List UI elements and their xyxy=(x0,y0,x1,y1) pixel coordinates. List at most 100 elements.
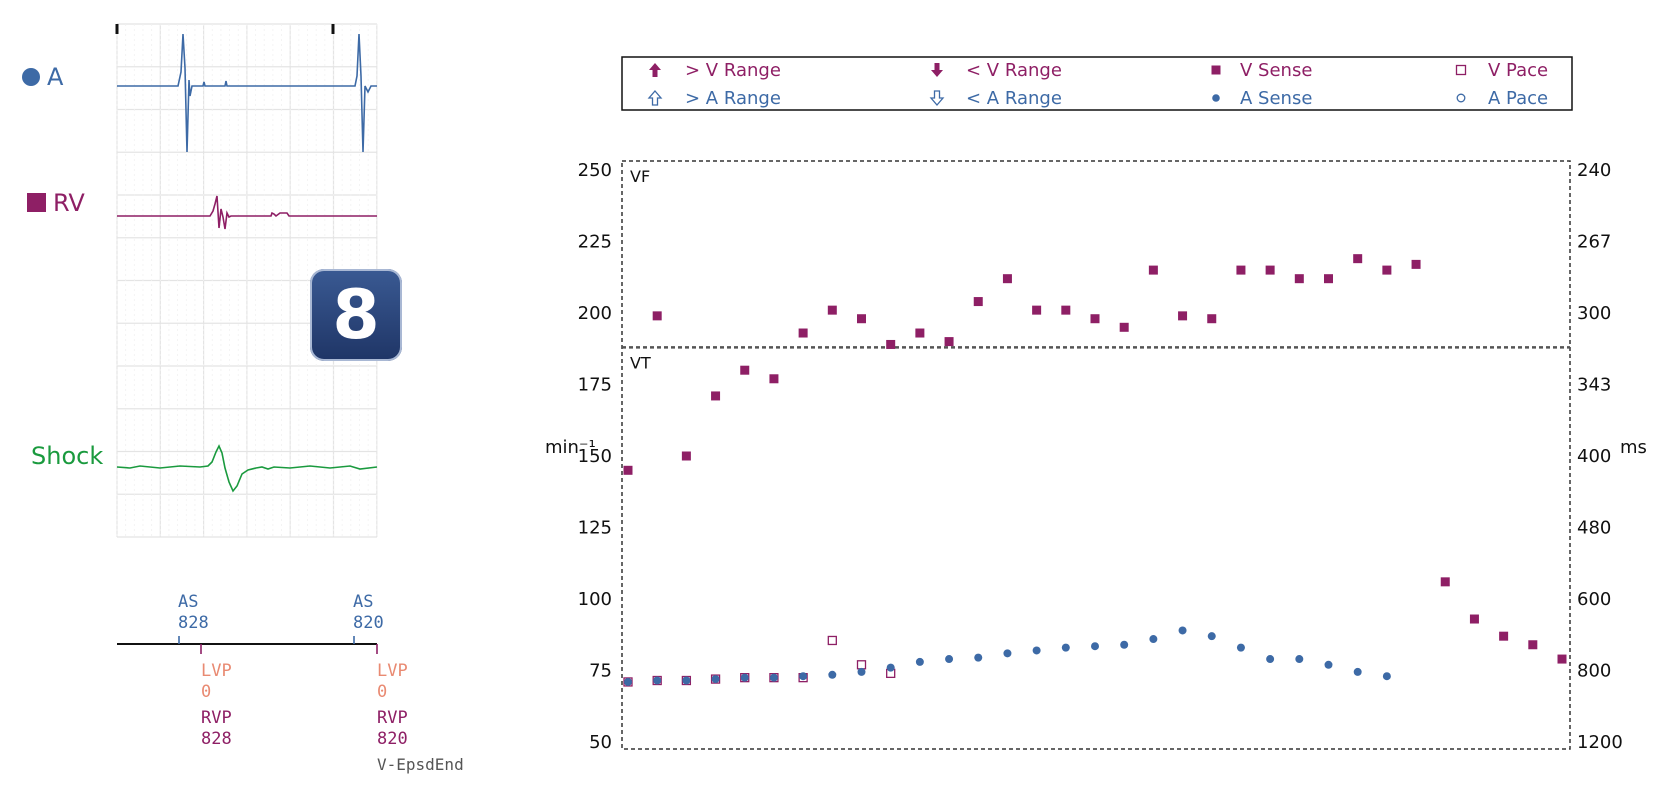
v-sense-point xyxy=(1061,305,1071,315)
v-sense-point xyxy=(1557,654,1567,664)
v-sense-point xyxy=(681,451,691,461)
circle-open-icon xyxy=(1456,93,1466,103)
rate-chart: VF VT 50 75 100 125 150 175 200 225 250 1200 800 60… xyxy=(545,160,1647,753)
v-sense-point xyxy=(798,328,808,338)
v-sense-point xyxy=(1002,274,1012,284)
a-sense-point xyxy=(799,672,808,681)
legend-label: V Pace xyxy=(1488,60,1548,81)
episode-number-badge: 8 xyxy=(310,269,402,361)
y2-tick-label: 240 xyxy=(1577,160,1611,181)
v-sense-point xyxy=(740,365,750,375)
v-sense-point xyxy=(1353,254,1363,264)
y-tick-label: 250 xyxy=(578,160,612,181)
y2-tick-label: 1200 xyxy=(1577,732,1623,753)
v-sense-point xyxy=(1032,305,1042,315)
v-sense-point xyxy=(1236,265,1246,275)
marker-lvp-value-2: 0 xyxy=(377,682,387,702)
arrow-down-filled-icon xyxy=(931,63,943,77)
circle-icon xyxy=(22,68,40,86)
legend-label: A Pace xyxy=(1488,88,1548,109)
a-sense-point xyxy=(769,673,778,682)
a-sense-point xyxy=(1382,672,1391,681)
marker-as-value-2: 820 xyxy=(353,613,384,633)
v-sense-point xyxy=(1382,265,1392,275)
arrow-up-open-icon xyxy=(647,90,663,106)
v-sense-point xyxy=(1440,577,1450,587)
y-tick-label: 150 xyxy=(578,446,612,467)
v-pace-point xyxy=(827,635,837,646)
egm-trace-shock xyxy=(116,444,378,493)
v-sense-point xyxy=(1265,265,1275,275)
v-sense-point xyxy=(944,337,954,347)
y-axis-label: min⁻¹ xyxy=(545,437,596,458)
circle-filled-icon xyxy=(1212,94,1220,102)
y-tick-label: 125 xyxy=(578,518,612,539)
legend-label: A Sense xyxy=(1240,88,1312,109)
v-sense-point xyxy=(1499,631,1509,641)
y2-tick-label: 800 xyxy=(1577,661,1611,682)
marker-as-code-1: AS xyxy=(178,592,198,612)
legend: > V Range < V Range V Sense V Pace > A Range… xyxy=(621,56,1573,111)
marker-lvp-code-2: LVP xyxy=(377,661,408,681)
a-sense-point xyxy=(653,676,662,685)
a-sense-point xyxy=(711,675,720,684)
egm-channel-label-shock: Shock xyxy=(31,442,103,470)
marker-lvp-code-1: LVP xyxy=(201,661,232,681)
a-sense-point xyxy=(1295,655,1304,664)
marker-lvp-value-1: 0 xyxy=(201,682,211,702)
v-sense-point xyxy=(1469,614,1479,624)
v-sense-point xyxy=(1324,274,1333,284)
square-icon xyxy=(27,193,46,212)
v-sense-point xyxy=(1148,265,1158,275)
square-open-icon xyxy=(1455,64,1467,76)
egm-panel: A RV Shock AS 828 AS 820 LVP 0 RVP 828 L… xyxy=(22,23,464,774)
v-sense-point xyxy=(886,339,896,349)
v-pace-point xyxy=(856,660,867,670)
plot-frame xyxy=(621,160,1571,750)
a-sense-point xyxy=(1061,643,1070,652)
arrow-up-filled-icon xyxy=(649,63,661,77)
v-sense-point xyxy=(623,465,633,475)
a-sense-point xyxy=(1032,646,1041,655)
egm-trace-a xyxy=(117,33,377,153)
marker-episode-end: V-EpsdEnd xyxy=(377,755,464,774)
a-sense-point xyxy=(1324,660,1333,669)
v-sense-point xyxy=(769,374,779,384)
legend-label: > V Range xyxy=(685,60,781,81)
zone-label: VT xyxy=(630,353,651,372)
legend-label: V Sense xyxy=(1240,60,1312,81)
a-sense-point xyxy=(1353,667,1362,676)
v-sense-point xyxy=(1294,274,1304,284)
a-sense-point xyxy=(624,677,632,686)
a-sense-point xyxy=(1178,626,1187,635)
zone-label: VF xyxy=(630,167,650,186)
v-sense-point xyxy=(1207,314,1217,324)
a-sense-point xyxy=(886,663,895,672)
arrow-down-open-icon xyxy=(929,90,945,106)
marker-rvp-code-2: RVP xyxy=(377,708,408,728)
v-sense-point xyxy=(857,314,866,324)
y2-tick-label: 267 xyxy=(1577,232,1611,253)
y2-tick-label: 600 xyxy=(1577,589,1611,610)
square-filled-icon xyxy=(1211,65,1221,75)
y2-tick-label: 400 xyxy=(1577,446,1611,467)
a-sense-point xyxy=(857,667,866,676)
a-sense-point xyxy=(974,653,983,662)
a-sense-point xyxy=(1091,642,1099,651)
legend-label: < V Range xyxy=(966,60,1062,81)
v-sense-point xyxy=(1119,322,1129,332)
marker-as-value-1: 828 xyxy=(178,613,209,633)
y2-tick-label: 343 xyxy=(1577,375,1611,396)
a-sense-point xyxy=(1207,632,1216,641)
marker-as-code-2: AS xyxy=(353,592,373,612)
y-tick-label: 200 xyxy=(578,303,612,324)
y2-tick-label: 300 xyxy=(1577,303,1611,324)
egm-trace-rv xyxy=(117,195,377,230)
a-sense-point xyxy=(1149,635,1158,644)
v-sense-point xyxy=(1411,259,1421,269)
v-sense-point xyxy=(973,297,983,307)
a-sense-point xyxy=(1266,655,1275,664)
v-sense-point xyxy=(1528,640,1538,650)
v-sense-point xyxy=(711,391,721,401)
